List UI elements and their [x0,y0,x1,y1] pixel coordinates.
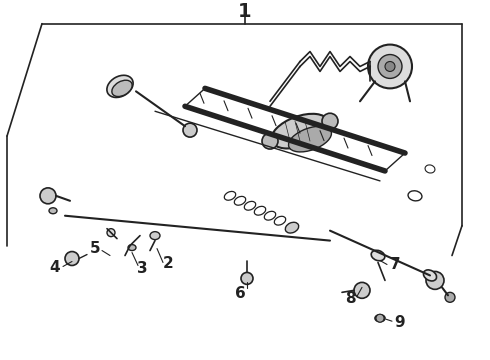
Ellipse shape [112,80,132,96]
Text: 3: 3 [137,261,147,276]
Circle shape [376,314,384,322]
Text: 9: 9 [394,315,405,330]
Circle shape [40,188,56,204]
Circle shape [241,273,253,284]
Circle shape [445,292,455,302]
Ellipse shape [371,250,385,261]
Circle shape [368,45,412,88]
Ellipse shape [49,208,57,214]
Ellipse shape [107,75,133,98]
Ellipse shape [128,244,136,251]
Circle shape [385,62,395,71]
Text: 1: 1 [238,2,252,21]
Ellipse shape [285,222,299,233]
Text: 2: 2 [163,256,173,271]
Ellipse shape [289,126,331,152]
Circle shape [426,271,444,289]
Text: 8: 8 [344,291,355,306]
Circle shape [322,113,338,129]
Text: 4: 4 [49,260,60,275]
Circle shape [183,123,197,137]
Circle shape [65,252,79,265]
Ellipse shape [150,231,160,240]
Circle shape [262,133,278,149]
Ellipse shape [375,315,385,322]
Ellipse shape [271,114,329,148]
Circle shape [354,282,370,298]
Ellipse shape [423,270,437,281]
Text: 7: 7 [390,257,400,272]
Circle shape [378,54,402,78]
Circle shape [107,229,115,237]
Text: 5: 5 [90,241,100,256]
Text: 6: 6 [235,286,245,301]
